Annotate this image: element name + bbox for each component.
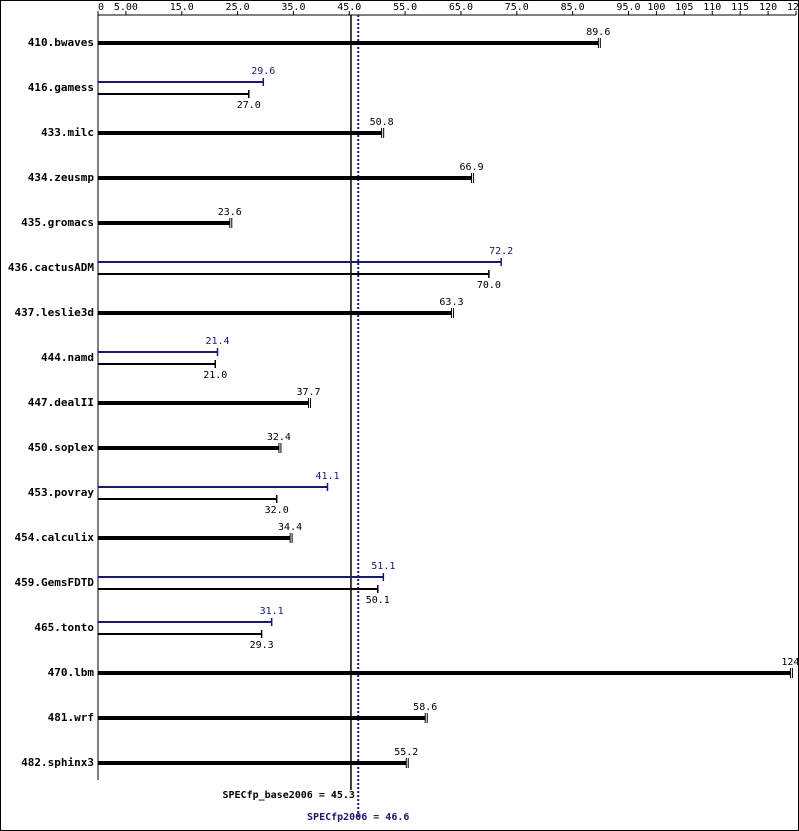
x-tick-label: 115 xyxy=(731,2,749,13)
x-tick-label: 105 xyxy=(675,2,693,13)
bar xyxy=(98,41,599,45)
bar xyxy=(98,498,277,500)
bar xyxy=(98,633,262,635)
bar xyxy=(98,311,452,315)
x-tick-label: 75.0 xyxy=(505,2,529,13)
value-label: 37.7 xyxy=(296,387,320,398)
x-tick-label: 55.0 xyxy=(393,2,417,13)
category-label: 454.calculix xyxy=(15,531,95,544)
x-tick-label: 100 xyxy=(647,2,665,13)
bar xyxy=(98,261,502,263)
category-label: 453.povray xyxy=(28,486,95,499)
x-tick-label: 120 xyxy=(759,2,777,13)
category-label: 434.zeusmp xyxy=(28,171,95,184)
bar xyxy=(98,363,216,365)
value-label: 27.0 xyxy=(237,100,261,111)
bar xyxy=(98,351,218,353)
category-label: 470.lbm xyxy=(48,666,95,679)
reference-label: SPECfp_base2006 = 45.3 xyxy=(223,790,355,801)
category-label: 437.leslie3d xyxy=(15,306,94,319)
value-label: 51.1 xyxy=(371,561,395,572)
bar xyxy=(98,671,791,675)
bar xyxy=(98,536,291,540)
x-tick-label: 125 xyxy=(787,2,799,13)
value-label: 89.6 xyxy=(586,27,610,38)
value-label: 32.4 xyxy=(267,432,291,443)
x-tick-label: 110 xyxy=(703,2,721,13)
category-label: 416.gamess xyxy=(28,81,94,94)
bar xyxy=(98,588,378,590)
category-label: 433.milc xyxy=(41,126,94,139)
bar xyxy=(98,401,309,405)
bar xyxy=(98,446,279,450)
bar xyxy=(98,81,264,83)
bar xyxy=(98,486,328,488)
category-label: 481.wrf xyxy=(48,711,94,724)
x-tick-label: 95.0 xyxy=(616,2,640,13)
value-label: 34.4 xyxy=(278,522,302,533)
value-label: 32.0 xyxy=(265,505,289,516)
x-tick-label: 85.0 xyxy=(561,2,585,13)
x-tick-label: 5.00 xyxy=(114,2,138,13)
x-tick-label: 25.0 xyxy=(226,2,250,13)
value-label: 63.3 xyxy=(439,297,463,308)
bar xyxy=(98,761,407,765)
value-label: 58.6 xyxy=(413,702,437,713)
x-tick-label: 65.0 xyxy=(449,2,473,13)
value-label: 23.6 xyxy=(218,207,242,218)
value-label: 21.0 xyxy=(203,370,227,381)
bar xyxy=(98,576,384,578)
bar xyxy=(98,131,382,135)
value-label: 70.0 xyxy=(477,280,501,291)
value-label: 72.2 xyxy=(489,246,513,257)
reference-label: SPECfp2006 = 46.6 xyxy=(307,812,409,823)
value-label: 55.2 xyxy=(394,747,418,758)
category-label: 465.tonto xyxy=(34,621,94,634)
x-tick-label: 45.0 xyxy=(337,2,361,13)
value-label: 29.6 xyxy=(251,66,275,77)
bar xyxy=(98,176,472,180)
bar xyxy=(98,621,272,623)
bar xyxy=(98,93,249,95)
category-label: 410.bwaves xyxy=(28,36,94,49)
value-label: 66.9 xyxy=(460,162,484,173)
category-label: 435.gromacs xyxy=(21,216,94,229)
value-label: 29.3 xyxy=(250,640,274,651)
category-label: 450.soplex xyxy=(28,441,95,454)
value-label: 31.1 xyxy=(260,606,284,617)
value-label: 50.1 xyxy=(366,595,390,606)
category-label: 482.sphinx3 xyxy=(21,756,94,769)
bar xyxy=(98,273,489,275)
value-label: 41.1 xyxy=(315,471,339,482)
x-tick-label: 0 xyxy=(98,2,104,13)
value-label: 21.4 xyxy=(205,336,229,347)
bar xyxy=(98,716,426,720)
x-tick-label: 35.0 xyxy=(281,2,305,13)
value-label: 50.8 xyxy=(370,117,394,128)
value-label: 124 xyxy=(781,657,799,668)
category-label: 444.namd xyxy=(41,351,94,364)
category-label: 436.cactusADM xyxy=(8,261,94,274)
x-tick-label: 15.0 xyxy=(170,2,194,13)
category-label: 447.dealII xyxy=(28,396,94,409)
category-label: 459.GemsFDTD xyxy=(15,576,95,589)
bar xyxy=(98,221,230,225)
